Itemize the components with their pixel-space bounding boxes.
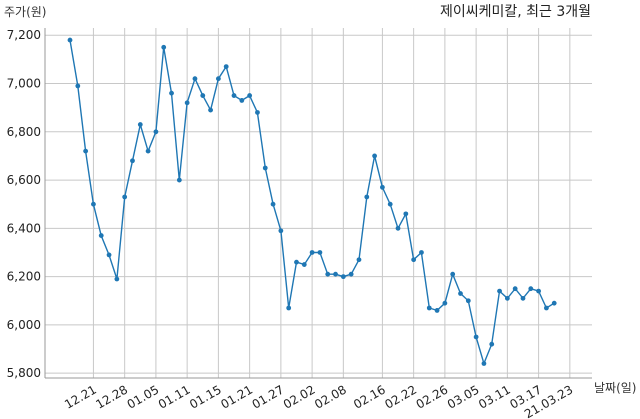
data-point <box>83 148 89 154</box>
data-point <box>348 271 354 277</box>
data-point <box>317 250 323 255</box>
x-tick-label: 02.16 <box>351 382 388 411</box>
data-point <box>481 361 487 366</box>
data-point <box>450 271 456 277</box>
data-point <box>512 286 518 292</box>
x-tick-label: 02.26 <box>414 382 451 411</box>
data-point <box>215 76 221 82</box>
data-point <box>231 93 237 98</box>
data-point <box>208 107 213 113</box>
data-point <box>544 305 549 311</box>
y-tick-label: 6,600 <box>7 173 41 187</box>
data-point <box>364 194 370 200</box>
x-tick-label: 02.08 <box>312 382 349 411</box>
data-point <box>489 341 495 347</box>
data-point <box>161 44 167 50</box>
data-point <box>426 305 432 311</box>
data-point <box>528 286 534 292</box>
data-point <box>536 288 541 294</box>
data-point <box>145 148 151 154</box>
data-point <box>387 201 393 207</box>
x-tick-label: 01.15 <box>187 382 224 411</box>
data-point <box>278 228 284 234</box>
data-point <box>286 305 292 311</box>
data-point <box>114 276 120 282</box>
data-point <box>192 76 198 82</box>
data-point <box>442 300 448 306</box>
y-tick-label: 6,200 <box>7 270 41 284</box>
data-point <box>520 295 526 301</box>
data-point <box>403 211 409 217</box>
data-point <box>247 93 253 98</box>
y-tick-label: 7,000 <box>7 77 41 91</box>
data-point <box>200 93 206 98</box>
data-point <box>380 184 385 190</box>
x-tick-label: 12.21 <box>62 382 99 411</box>
x-tick-label: 02.02 <box>281 382 318 411</box>
tick-labels: 5,800 6,000 6,200 6,400 6,600 6,800 7,000 7,200… <box>7 28 576 419</box>
data-point <box>184 100 190 106</box>
y-tick-label: 7,200 <box>7 28 41 42</box>
data-point <box>255 110 260 115</box>
data-point <box>497 288 502 294</box>
data-point <box>372 153 377 159</box>
data-point <box>301 262 307 267</box>
data-point <box>106 252 112 258</box>
data-point <box>411 257 417 263</box>
x-tick-label: 01.05 <box>125 382 162 411</box>
data-point <box>169 90 174 96</box>
x-tick-label: 01.11 <box>156 382 193 411</box>
y-tick-label: 5,800 <box>7 366 41 380</box>
chart-title: 제이씨케미칼, 최근 3개월 <box>440 4 591 20</box>
data-point <box>325 271 331 277</box>
y-tick-label: 6,800 <box>7 125 41 139</box>
data-point <box>262 165 268 171</box>
data-point <box>75 83 81 89</box>
data-point <box>504 295 510 301</box>
data-point <box>340 274 346 280</box>
data-point <box>67 37 73 43</box>
x-tick-label: 01.27 <box>250 382 287 411</box>
y-tick-label: 6,400 <box>7 221 41 235</box>
axes <box>44 28 592 379</box>
data-point <box>333 271 338 277</box>
data-point <box>309 250 315 255</box>
data-point <box>270 201 276 207</box>
data-point <box>551 300 557 306</box>
data-point <box>395 225 401 231</box>
x-tick-label: 02.22 <box>382 382 419 411</box>
data-point <box>122 194 128 200</box>
grid <box>45 28 592 378</box>
data-point <box>434 308 440 313</box>
y-axis-label: 주가(원) <box>4 5 46 19</box>
data-point <box>294 259 299 265</box>
data-point <box>137 122 143 127</box>
data-point <box>356 257 362 263</box>
x-tick-label: 03.05 <box>445 382 482 411</box>
data-point <box>153 129 159 135</box>
y-tick-label: 6,000 <box>7 318 41 332</box>
data-point <box>176 177 182 183</box>
data-point <box>98 233 104 238</box>
data-point <box>130 158 135 164</box>
x-tick-label: 12.28 <box>93 382 130 411</box>
data-point <box>223 64 229 70</box>
data-point <box>91 201 96 207</box>
data-point <box>458 291 463 296</box>
data-point <box>239 98 245 103</box>
series-layer <box>67 37 557 366</box>
x-tick-label: 01.21 <box>218 382 255 411</box>
data-point <box>419 250 424 255</box>
data-point <box>465 298 471 304</box>
data-point <box>473 334 479 340</box>
x-tick-label: 03.11 <box>476 382 513 411</box>
x-axis-label: 날짜(일) <box>594 381 636 395</box>
